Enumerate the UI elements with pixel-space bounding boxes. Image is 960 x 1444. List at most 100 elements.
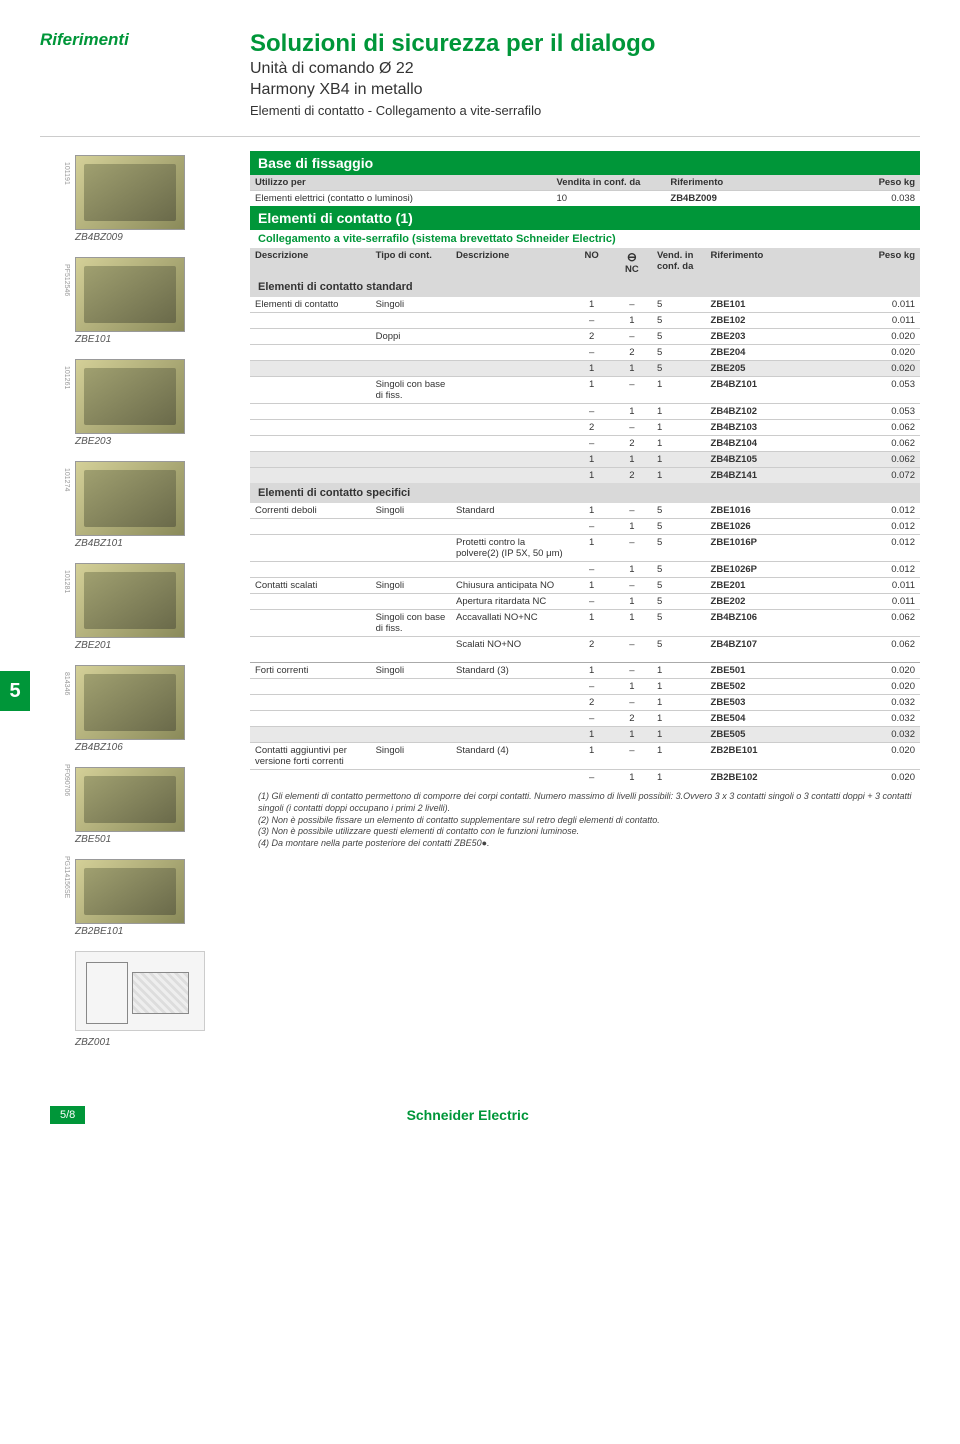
- cell-desc: Contatti aggiuntivi per versione forti c…: [250, 743, 371, 770]
- cell-spacer: [451, 361, 572, 377]
- base-ref: ZB4BZ009: [665, 191, 819, 207]
- cell-weight: 0.012: [840, 535, 920, 562]
- image-code: PF512546: [63, 264, 70, 296]
- product-image: [75, 563, 185, 638]
- cell-ref: ZBE202: [706, 594, 840, 610]
- cell-nc: 1: [612, 594, 652, 610]
- cell-qty: 1: [652, 770, 706, 786]
- cell-tipo: [371, 679, 451, 695]
- cell-nc: –: [612, 637, 652, 653]
- forti-table: Forti correntiSingoliStandard (3)1–1ZBE5…: [250, 662, 920, 785]
- cell-weight: 0.032: [840, 711, 920, 727]
- cell-ref: ZBE205: [706, 361, 840, 377]
- footer-logo: Schneider Electric: [407, 1107, 529, 1123]
- cell-desc: [250, 610, 371, 637]
- footer: 5/8 Schneider Electric: [40, 1102, 920, 1128]
- cell-weight: 0.072: [840, 468, 920, 484]
- cell-qty: 1: [652, 679, 706, 695]
- cell-tipo: [371, 535, 451, 562]
- divider: [40, 136, 920, 137]
- image-label: ZBE101: [75, 334, 230, 345]
- cell-no: 2: [572, 329, 612, 345]
- note-3: (3) Non è possibile utilizzare questi el…: [258, 826, 912, 838]
- cell-desc: [250, 313, 371, 329]
- header: Soluzioni di sicurezza per il dialogo Un…: [250, 30, 920, 118]
- cell-no: –: [572, 594, 612, 610]
- cell-no: –: [572, 404, 612, 420]
- cell-ref: ZBE504: [706, 711, 840, 727]
- cell-no: –: [572, 711, 612, 727]
- table-row: –15ZBE10260.012: [250, 519, 920, 535]
- cell-nc: 1: [612, 361, 652, 377]
- cell-nc: 1: [612, 610, 652, 637]
- cell-ref: ZBE503: [706, 695, 840, 711]
- cell-desc: [250, 377, 371, 404]
- cell-qty: 5: [652, 578, 706, 594]
- cell-desc2: Standard (4): [451, 743, 572, 770]
- table-row: 121ZB4BZ1410.072: [250, 468, 920, 484]
- cell-no: 1: [572, 377, 612, 404]
- cell-spacer: [451, 452, 572, 468]
- cell-nc: 2: [612, 345, 652, 361]
- cell-qty: 5: [652, 610, 706, 637]
- hdr-nc: ⊖NC: [612, 248, 652, 277]
- cell-weight: 0.020: [840, 345, 920, 361]
- cell-nc: 1: [612, 404, 652, 420]
- cell-nc: –: [612, 695, 652, 711]
- cell-ref: ZB4BZ141: [706, 468, 840, 484]
- cell-qty: 5: [652, 313, 706, 329]
- cell-ref: ZBE1026P: [706, 562, 840, 578]
- cell-tipo: [371, 361, 451, 377]
- cell-weight: 0.062: [840, 436, 920, 452]
- standard-table: Elementi di contattoSingoli1–5ZBE1010.01…: [250, 297, 920, 483]
- cell-no: 1: [572, 578, 612, 594]
- cell-spacer: [451, 345, 572, 361]
- cell-desc: [250, 361, 371, 377]
- cell-ref: ZB4BZ106: [706, 610, 840, 637]
- cell-ref: ZB4BZ101: [706, 377, 840, 404]
- cell-qty: 1: [652, 711, 706, 727]
- note-2: (2) Non è possibile fissare un elemento …: [258, 815, 912, 827]
- cell-desc2: [451, 711, 572, 727]
- cell-weight: 0.020: [840, 679, 920, 695]
- cell-ref: ZBE1016P: [706, 535, 840, 562]
- page-tab: 5: [0, 671, 30, 711]
- cell-weight: 0.062: [840, 452, 920, 468]
- cell-weight: 0.012: [840, 503, 920, 519]
- main: Base di fissaggio Utilizzo per Vendita i…: [250, 151, 920, 1062]
- cell-desc: [250, 404, 371, 420]
- cell-tipo: Singoli: [371, 578, 451, 594]
- cell-ref: ZB2BE102: [706, 770, 840, 786]
- table-row: 111ZB4BZ1050.062: [250, 452, 920, 468]
- table-row: Forti correntiSingoliStandard (3)1–1ZBE5…: [250, 663, 920, 679]
- cell-qty: 1: [652, 452, 706, 468]
- image-label: ZB4BZ106: [75, 742, 230, 753]
- cell-nc: –: [612, 743, 652, 770]
- page-title: Soluzioni di sicurezza per il dialogo: [250, 30, 920, 59]
- note-1: (1) Gli elementi di contatto permettono …: [258, 791, 912, 814]
- cell-ref: ZB4BZ105: [706, 452, 840, 468]
- cell-ref: ZBE1026: [706, 519, 840, 535]
- cell-qty: 1: [652, 468, 706, 484]
- cell-nc: –: [612, 377, 652, 404]
- cell-nc: 2: [612, 468, 652, 484]
- cell-qty: 1: [652, 420, 706, 436]
- table-row: Elementi di contattoSingoli1–5ZBE1010.01…: [250, 297, 920, 313]
- page-number: 5/8: [50, 1106, 85, 1124]
- cell-spacer: [451, 404, 572, 420]
- image-label: ZB4BZ101: [75, 538, 230, 549]
- cell-nc: –: [612, 297, 652, 313]
- cell-desc: Forti correnti: [250, 663, 371, 679]
- note-4: (4) Da montare nella parte posteriore de…: [258, 838, 912, 850]
- cell-no: –: [572, 770, 612, 786]
- image-code: 814346: [63, 672, 70, 695]
- cell-desc: [250, 420, 371, 436]
- cell-tipo: [371, 404, 451, 420]
- cell-weight: 0.012: [840, 519, 920, 535]
- cell-spacer: [451, 377, 572, 404]
- table-row: Protetti contro la polvere(2) (IP 5X, 50…: [250, 535, 920, 562]
- table-row: –15ZBE1020.011: [250, 313, 920, 329]
- cell-desc2: Chiusura anticipata NO: [451, 578, 572, 594]
- section-standard: Elementi di contatto standard: [250, 277, 920, 297]
- cell-desc: [250, 695, 371, 711]
